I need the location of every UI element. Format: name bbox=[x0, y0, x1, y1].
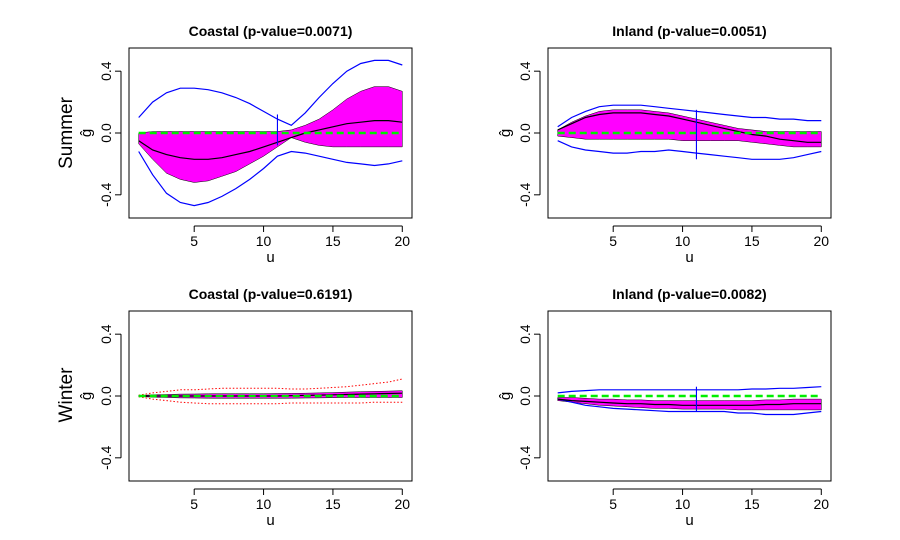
x-axis-label: u bbox=[685, 249, 693, 266]
y-axis-label: ĝ bbox=[78, 392, 95, 400]
y-axis-label: ĝ bbox=[497, 129, 514, 137]
panel-3: Coastal (p-value=0.6191) 5 10 15 20 u -0.4 0.0 0… bbox=[78, 286, 413, 529]
y-tick-label: 0.4 bbox=[98, 324, 114, 344]
x-tick-label: 15 bbox=[744, 496, 760, 512]
x-tick-label: 10 bbox=[675, 233, 691, 249]
y-tick-label: 0.0 bbox=[98, 123, 114, 143]
y-tick-label: -0.4 bbox=[98, 446, 114, 470]
x-axis: 5 10 15 20 bbox=[609, 488, 830, 512]
x-tick-label: 5 bbox=[190, 233, 198, 249]
x-tick-label: 15 bbox=[744, 233, 760, 249]
x-tick-label: 20 bbox=[395, 496, 411, 512]
upper-envelope-line bbox=[138, 59, 403, 127]
x-axis-label: u bbox=[685, 512, 693, 529]
y-tick-label: 0.0 bbox=[517, 123, 533, 143]
x-tick-label: 20 bbox=[395, 233, 411, 249]
y-tick-label: 0.4 bbox=[98, 61, 114, 81]
confidence-band bbox=[557, 397, 822, 411]
panel-1: Coastal (p-value=0.0071) 5 10 15 20 u -0.4 0.0 0… bbox=[78, 23, 413, 266]
y-axis: -0.4 0.0 0.4 bbox=[98, 61, 122, 207]
x-axis: 5 10 15 20 bbox=[190, 488, 411, 512]
lower-envelope-line bbox=[557, 398, 822, 416]
x-tick-label: 15 bbox=[325, 496, 341, 512]
panels: Coastal (p-value=0.0071) 5 10 15 20 u -0.4 0.0 0… bbox=[78, 23, 832, 529]
y-tick-label: 0.0 bbox=[517, 386, 533, 406]
upper-envelope-line bbox=[557, 104, 822, 128]
y-tick-label: 0.0 bbox=[98, 386, 114, 406]
x-axis: 5 10 15 20 bbox=[190, 225, 411, 249]
plot-frame bbox=[547, 47, 832, 219]
x-axis: 5 10 15 20 bbox=[609, 225, 830, 249]
lower-envelope-line bbox=[138, 150, 403, 207]
x-axis-label: u bbox=[266, 249, 274, 266]
x-axis-label: u bbox=[266, 512, 274, 529]
panel-2: Inland (p-value=0.0051) 5 10 15 20 u -0.4 0.0 0.… bbox=[497, 23, 832, 266]
y-tick-label: 0.4 bbox=[517, 324, 533, 344]
plot-frame bbox=[547, 310, 832, 482]
estimate-line bbox=[138, 392, 403, 397]
y-axis: -0.4 0.0 0.4 bbox=[98, 324, 122, 470]
x-tick-label: 5 bbox=[609, 496, 617, 512]
y-axis-label: ĝ bbox=[78, 129, 95, 137]
x-tick-label: 20 bbox=[814, 496, 830, 512]
x-tick-label: 15 bbox=[325, 233, 341, 249]
y-axis: -0.4 0.0 0.4 bbox=[517, 61, 541, 207]
y-tick-label: -0.4 bbox=[517, 446, 533, 470]
plot-frame bbox=[128, 310, 413, 482]
row-label-summer: Summer bbox=[56, 96, 77, 168]
y-axis: -0.4 0.0 0.4 bbox=[517, 324, 541, 470]
y-tick-label: -0.4 bbox=[517, 183, 533, 207]
estimate-line bbox=[557, 112, 822, 143]
upper-envelope-line bbox=[557, 386, 822, 394]
confidence-band bbox=[138, 86, 403, 183]
x-tick-label: 10 bbox=[675, 496, 691, 512]
panel-title: Inland (p-value=0.0082) bbox=[612, 286, 766, 302]
panel-title: Coastal (p-value=0.6191) bbox=[189, 286, 353, 302]
panel-title: Coastal (p-value=0.0071) bbox=[189, 23, 353, 39]
estimate-line bbox=[138, 119, 403, 160]
estimate-line bbox=[557, 398, 822, 406]
x-tick-label: 10 bbox=[256, 496, 272, 512]
x-tick-label: 20 bbox=[814, 233, 830, 249]
plot-frame bbox=[128, 47, 413, 219]
confidence-band bbox=[557, 109, 822, 148]
row-label-winter: Winter bbox=[56, 367, 77, 423]
y-tick-label: 0.4 bbox=[517, 61, 533, 81]
x-tick-label: 5 bbox=[609, 233, 617, 249]
x-tick-label: 5 bbox=[190, 496, 198, 512]
y-axis-label: ĝ bbox=[497, 392, 514, 400]
x-tick-label: 10 bbox=[256, 233, 272, 249]
y-tick-label: -0.4 bbox=[98, 183, 114, 207]
panel-title: Inland (p-value=0.0051) bbox=[612, 23, 766, 39]
lower-envelope-line bbox=[557, 140, 822, 160]
panel-4: Inland (p-value=0.0082) 5 10 15 20 u -0.4 0.0 0.… bbox=[497, 286, 832, 529]
